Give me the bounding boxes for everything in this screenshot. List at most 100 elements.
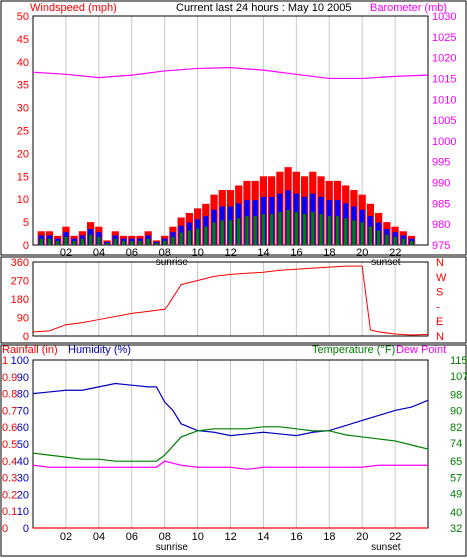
windspeed-min-bar (286, 209, 290, 245)
windspeed-min-bar (253, 216, 257, 245)
barometer-axis-tick: 1025 (432, 32, 456, 44)
x-tick-label: 16 (290, 531, 302, 543)
barometer-axis-tick: 1005 (432, 115, 456, 127)
windspeed-min-bar (121, 240, 126, 245)
rainfall-axis-tick: 0.5 (2, 439, 17, 451)
x-tick-label: 06 (126, 531, 138, 543)
windspeed-min-bar (228, 220, 233, 245)
x-tick-label: 02 (60, 247, 72, 259)
temperature-axis-tick: 90 (450, 406, 462, 418)
rainfall-axis-tick: 0.2 (2, 489, 17, 501)
windspeed-min-bar (360, 222, 364, 245)
direction-axis-tick: 0 (23, 331, 29, 343)
direction-compass-label: N (436, 257, 444, 269)
direction-axis-tick: 270 (11, 276, 29, 288)
windspeed-axis-tick: 10 (17, 194, 29, 206)
barometer-axis-tick: 990 (432, 178, 450, 190)
windspeed-min-bar (401, 238, 405, 245)
barometer-axis-tick: 975 (432, 240, 450, 252)
windspeed-min-bar (179, 232, 183, 245)
temperature-axis-tick: 57 (450, 472, 462, 484)
temperature-axis-tick: 82 (450, 422, 462, 434)
rainfall-axis-tick: 0 (2, 523, 8, 535)
rainfall-axis-tick: 1 (2, 355, 8, 367)
windspeed-min-bar (154, 242, 159, 245)
windspeed-min-bar (409, 240, 414, 245)
x-tick-label: 22 (389, 531, 401, 543)
windspeed-min-bar (195, 228, 200, 245)
temperature-axis-tick: 98 (450, 389, 462, 401)
x-tick-label: 12 (225, 531, 237, 543)
windspeed-min-bar (138, 240, 142, 245)
dewpoint-title: Dew Point (396, 344, 446, 356)
direction-compass-label: W (436, 272, 447, 284)
rainfall-axis-tick: 0.7 (2, 405, 17, 417)
barometer-axis-tick: 1000 (432, 136, 456, 148)
windspeed-axis-tick: 20 (17, 148, 29, 160)
humidity-axis-tick: 90 (17, 372, 29, 384)
windspeed-min-bar (352, 220, 356, 245)
x-tick-label: 12 (225, 247, 237, 259)
sunset-label: sunset (371, 257, 401, 268)
windspeed-min-bar (64, 236, 68, 245)
windspeed-min-bar (270, 214, 274, 245)
direction-compass-label: - (436, 301, 440, 313)
barometer-title: Barometer (mb) (370, 2, 447, 14)
windspeed-min-bar (327, 216, 331, 245)
x-tick-label: 14 (257, 531, 269, 543)
windspeed-min-bar (97, 236, 101, 245)
direction-axis-tick: 180 (11, 294, 29, 306)
windspeed-min-bar (319, 214, 323, 245)
humidity-axis-tick: 10 (17, 506, 29, 518)
windspeed-min-bar (130, 240, 134, 245)
x-tick-label: 06 (126, 247, 138, 259)
x-tick-label: 10 (192, 247, 204, 259)
plot-area-2 (32, 261, 429, 337)
windspeed-min-bar (163, 240, 167, 245)
windspeed-axis-tick: 0 (23, 240, 29, 252)
humidity-axis-tick: 0 (23, 523, 29, 535)
x-tick-label: 20 (356, 531, 368, 543)
x-tick-label: 22 (389, 247, 401, 259)
wind-direction-line (32, 265, 429, 336)
windspeed-min-bar (311, 212, 315, 245)
windspeed-min-bar (212, 222, 216, 245)
x-tick-label: 18 (323, 247, 335, 259)
rainfall-axis-tick: 0.8 (2, 389, 17, 401)
x-tick-label: 08 (159, 247, 171, 259)
windspeed-min-bar (39, 238, 43, 245)
windspeed-min-bar (278, 212, 282, 245)
temperature-line (32, 426, 429, 462)
rainfall-axis-tick: 0.1 (2, 506, 17, 518)
x-tick-label: 10 (192, 531, 204, 543)
humidity-title: Humidity (%) (68, 344, 131, 356)
windspeed-min-bar (80, 238, 84, 245)
temperature-axis-tick: 49 (450, 489, 462, 501)
windspeed-axis-tick: 15 (17, 171, 29, 183)
rainfall-axis-tick: 0.9 (2, 372, 17, 384)
chart-title: Current last 24 hours : May 10 2005 (176, 2, 351, 14)
sunset-label: sunset (371, 542, 401, 553)
humidity-axis-tick: 30 (17, 473, 29, 485)
x-tick-label: 04 (93, 531, 105, 543)
windspeed-min-bar (294, 212, 298, 245)
x-tick-label: 20 (356, 247, 368, 259)
temperature-axis-tick: 65 (450, 456, 462, 468)
barometer-line (32, 67, 429, 80)
barometer-axis-tick: 1010 (432, 94, 456, 106)
direction-compass-label: E (436, 316, 443, 328)
windspeed-title: Windspeed (mph) (30, 2, 117, 14)
windspeed-min-bar (261, 214, 266, 245)
temperature-axis-tick: 115 (450, 355, 467, 367)
windspeed-min-bar (105, 242, 109, 245)
humidity-axis-tick: 40 (17, 456, 29, 468)
windspeed-min-bar (47, 238, 52, 245)
windspeed-min-bar (344, 218, 348, 245)
x-tick-label: 16 (290, 247, 302, 259)
direction-compass-label: S (436, 287, 443, 299)
windspeed-axis-tick: 25 (17, 126, 29, 138)
windspeed-min-bar (171, 236, 175, 245)
x-tick-label: 18 (323, 531, 335, 543)
windspeed-min-bar (56, 240, 60, 245)
